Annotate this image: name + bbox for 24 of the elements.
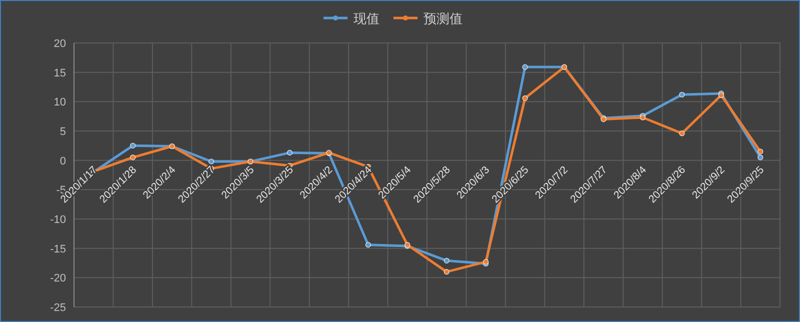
point bbox=[758, 154, 764, 160]
point bbox=[444, 269, 450, 275]
point bbox=[522, 64, 528, 70]
y-tick-label: 20 bbox=[54, 38, 66, 50]
y-tick-label: 5 bbox=[60, 126, 66, 138]
y-tick-label: 0 bbox=[60, 155, 66, 168]
point bbox=[758, 148, 764, 154]
point bbox=[679, 92, 685, 98]
point bbox=[444, 258, 450, 264]
point bbox=[679, 130, 685, 136]
legend-label: 现值 bbox=[354, 11, 380, 26]
y-tick-label: -25 bbox=[50, 302, 66, 314]
point bbox=[286, 150, 293, 156]
point bbox=[130, 154, 136, 160]
y-tick-label: -15 bbox=[50, 243, 66, 256]
point bbox=[130, 142, 136, 148]
y-tick-label: -10 bbox=[50, 214, 66, 226]
y-tick-label: 15 bbox=[54, 67, 66, 80]
point bbox=[365, 242, 371, 248]
point bbox=[208, 158, 214, 164]
y-tick-label: -20 bbox=[50, 272, 66, 285]
point bbox=[522, 95, 528, 101]
legend-label: 预测值 bbox=[424, 11, 462, 26]
y-tick-label: 10 bbox=[54, 96, 66, 109]
